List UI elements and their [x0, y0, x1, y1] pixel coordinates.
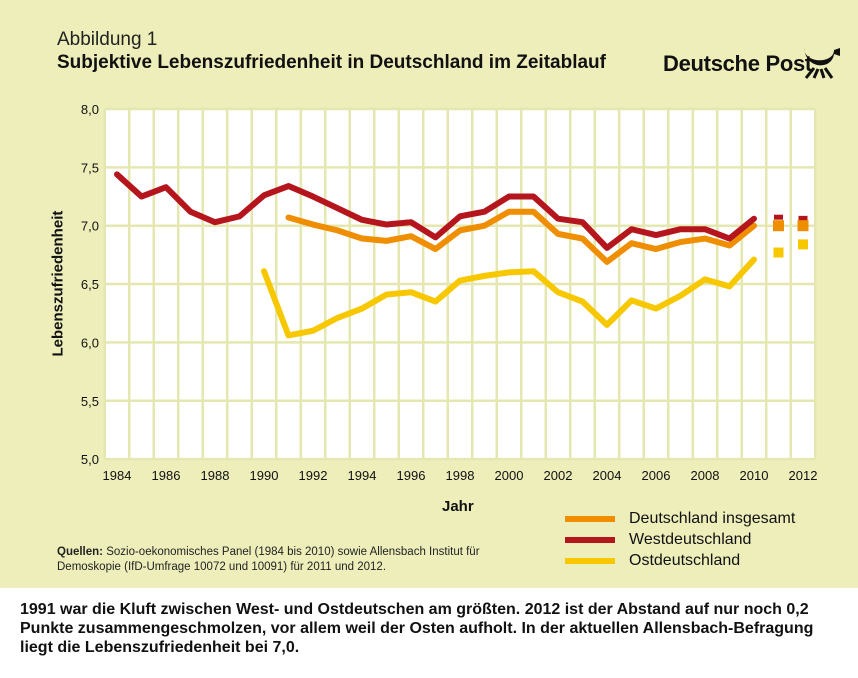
x-tick-label: 2008: [691, 468, 720, 483]
y-tick-label: 5,5: [81, 394, 99, 409]
x-tick-label: 1998: [446, 468, 475, 483]
x-tick-label: 1990: [250, 468, 279, 483]
legend-swatch: [565, 558, 615, 564]
legend-item-ost: Ostdeutschland: [565, 552, 740, 570]
y-axis-label: Lebenszufriedenheit: [49, 210, 67, 357]
y-tick-label: 6,0: [81, 335, 99, 350]
legend-swatch: [565, 516, 615, 522]
x-tick-label: 2004: [593, 468, 622, 483]
x-tick-label: 1992: [299, 468, 328, 483]
sources-text: Sozio-oekonomisches Panel (1984 bis 2010…: [57, 546, 480, 573]
sources-label: Quellen:: [57, 546, 104, 558]
chart-title: Subjektive Lebenszufriedenheit in Deutsc…: [57, 52, 606, 73]
legend-label: Deutschland insgesamt: [629, 510, 796, 527]
series-line-ostdeutschland: [261, 256, 757, 339]
y-tick-label: 7,5: [81, 160, 99, 175]
legend-label: Westdeutschland: [629, 531, 752, 548]
brand-name: Deutsche Post: [663, 51, 812, 76]
line-chart: 5,0 5,5 6,0 6,5 7,0 7,5 8,0 1984 1986 1988 1990 199…: [81, 102, 818, 483]
legend-swatch: [565, 537, 615, 543]
survey-point: [773, 220, 784, 232]
survey-point: [773, 247, 784, 258]
x-tick-label: 2010: [740, 468, 769, 483]
legend-item-deutschland: Deutschland insgesamt: [565, 510, 795, 528]
x-tick-label: 2012: [789, 468, 818, 483]
legend-item-west: Westdeutschland: [565, 531, 751, 549]
survey-point: [798, 215, 808, 221]
sources-note: Quellen: Sozio-oekonomisches Panel (1984…: [57, 545, 527, 575]
x-tick-label: 2002: [544, 468, 573, 483]
x-tick-label: 1986: [152, 468, 181, 483]
figure-label: Abbildung 1: [57, 29, 158, 50]
series-line-deutschland-insgesamt: [285, 208, 757, 265]
survey-point: [774, 214, 783, 220]
post-horn-icon: [804, 48, 840, 79]
x-tick-label: 1996: [397, 468, 426, 483]
legend-label: Ostdeutschland: [629, 552, 741, 569]
x-tick-label: 1988: [201, 468, 230, 483]
y-tick-label: 5,0: [81, 452, 99, 467]
x-tick-label: 2000: [495, 468, 524, 483]
x-axis-label: Jahr: [442, 498, 474, 515]
survey-point: [798, 239, 808, 250]
x-tick-label: 1994: [348, 468, 377, 483]
caption: 1991 war die Kluft zwischen West- und Os…: [20, 601, 814, 656]
x-tick-label: 2006: [642, 468, 671, 483]
y-tick-label: 6,5: [81, 277, 99, 292]
series-line-westdeutschland: [114, 171, 757, 251]
y-tick-label: 7,0: [81, 219, 99, 234]
y-tick-label: 8,0: [81, 102, 99, 117]
survey-point: [797, 220, 809, 232]
x-tick-label: 1984: [103, 468, 132, 483]
